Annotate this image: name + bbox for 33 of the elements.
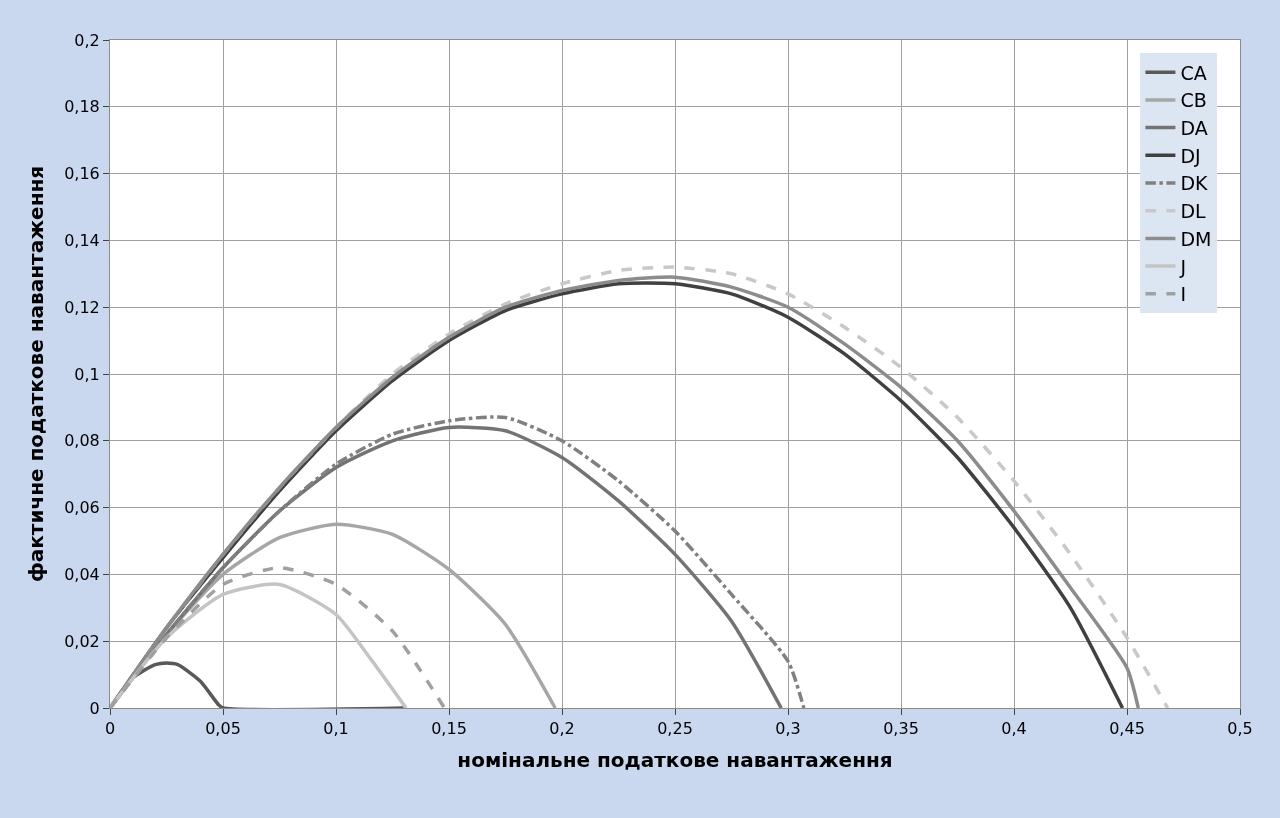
legend-label: DM bbox=[1180, 227, 1212, 250]
x-tick-label: 0,15 bbox=[431, 719, 467, 739]
y-tick-label: 0,18 bbox=[64, 97, 100, 117]
y-tick-label: 0,04 bbox=[64, 565, 100, 584]
x-tick-label: 0,1 bbox=[323, 719, 349, 739]
y-tick-label: 0 bbox=[89, 698, 100, 718]
legend-label: CA bbox=[1180, 61, 1207, 84]
legend-label: DL bbox=[1180, 200, 1207, 223]
x-tick-label: 0,5 bbox=[1227, 719, 1253, 739]
legend-label: DA bbox=[1180, 117, 1208, 140]
legend-label: J bbox=[1179, 255, 1187, 278]
x-tick-label: 0,45 bbox=[1109, 719, 1145, 739]
legend-label: I bbox=[1180, 283, 1187, 306]
x-tick-label: 0,4 bbox=[1001, 719, 1027, 739]
y-tick-label: 0,06 bbox=[64, 498, 100, 518]
y-tick-label: 0,12 bbox=[64, 297, 100, 317]
y-axis-title: фактичне податкове навантаження bbox=[23, 165, 48, 583]
y-tick-label: 0,08 bbox=[64, 431, 100, 451]
x-axis-title: номінальне податкове навантаження bbox=[457, 747, 893, 772]
x-tick-label: 0,25 bbox=[657, 719, 693, 739]
x-tick-label: 0,05 bbox=[205, 719, 241, 739]
x-tick-label: 0,3 bbox=[775, 719, 801, 739]
legend-label: DK bbox=[1180, 172, 1209, 195]
x-tick-label: 0,35 bbox=[883, 719, 919, 739]
legend-label: CB bbox=[1180, 89, 1207, 112]
x-tick-label: 0 bbox=[104, 719, 116, 739]
y-tick-label: 0,1 bbox=[74, 364, 100, 384]
x-tick-label: 0,2 bbox=[549, 719, 575, 739]
y-tick-label: 0,2 bbox=[74, 30, 100, 50]
y-tick-label: 0,14 bbox=[64, 231, 100, 250]
legend-label: DJ bbox=[1180, 144, 1201, 167]
y-tick-label: 0,02 bbox=[64, 631, 100, 651]
y-tick-label: 0,16 bbox=[64, 164, 100, 184]
